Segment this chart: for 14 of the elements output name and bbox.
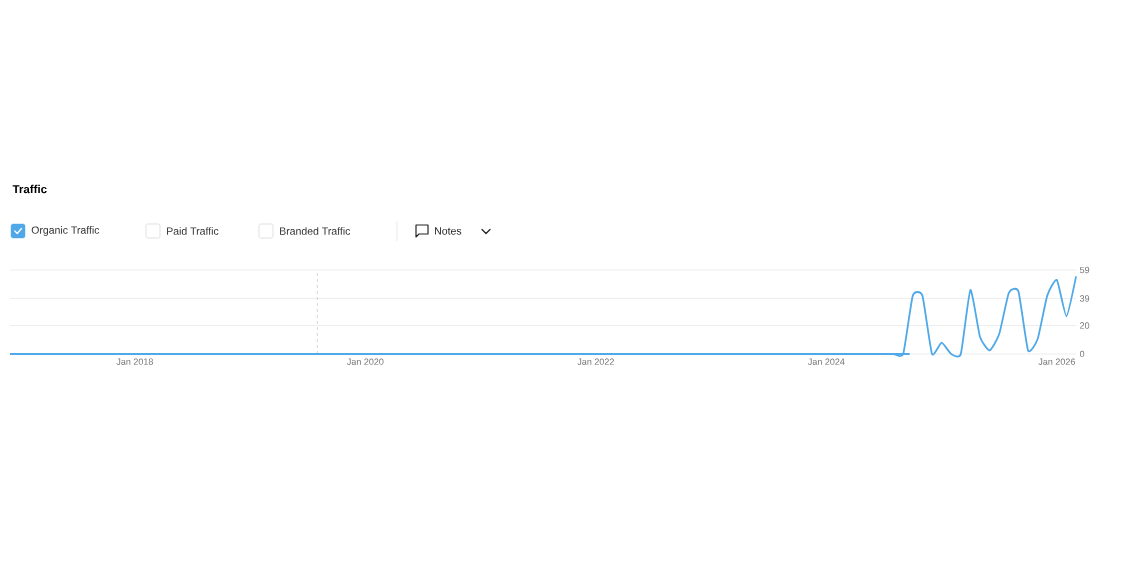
y-tick-label: 59 <box>1079 266 1090 274</box>
x-tick-label: Jan 2020 <box>346 358 384 365</box>
x-tick-label: Jan 2022 <box>577 358 614 365</box>
x-tick-label: Jan 2018 <box>116 358 153 365</box>
x-tick-label: Jan 2024 <box>807 358 845 365</box>
chart-title: Traffic <box>12 184 47 194</box>
text: Branded Traffic <box>280 227 351 235</box>
text: Notes <box>435 227 462 235</box>
x-tick-label: Jan 2026 <box>1038 358 1075 365</box>
text: Paid Traffic <box>167 227 219 235</box>
legend-label: Organic Traffic <box>31 226 100 236</box>
y-tick-label: 39 <box>1079 295 1090 302</box>
y-tick-label: 20 <box>1080 322 1090 329</box>
y-tick-label: 0 <box>1079 350 1085 358</box>
